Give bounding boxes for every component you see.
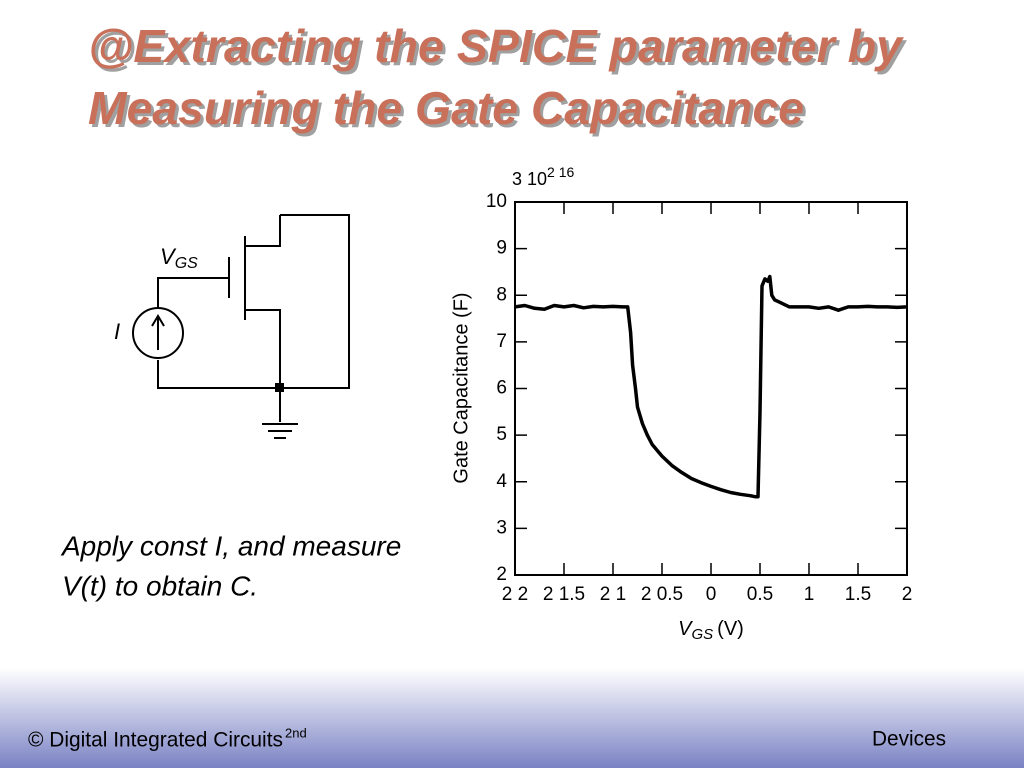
data-line [514,274,908,499]
y-tick-label: 10 [486,191,507,212]
y-tick-label: 2 [496,564,507,585]
x-tick-label: 1 [804,584,815,605]
x-tick-label: 2 1 [600,584,626,605]
x-tick-label: 1.5 [845,584,871,605]
x-tick-label: 2 [902,584,913,605]
vgs-main: V [160,244,177,269]
current-arrow [151,314,165,350]
x-axis-label: VGS (V) [678,618,744,643]
vgs-label: VGS [160,244,198,272]
x-label-sub: GS [691,626,713,643]
footer-band [0,668,1024,768]
y-tick-label: 9 [496,238,507,259]
title-line: @Extracting the SPICE parameter by [88,20,904,72]
node-dot [275,383,284,392]
y-tick-label: 6 [496,378,507,399]
x-label-unit: (V) [717,618,744,640]
x-label-main: V [678,618,693,640]
x-tick-label: 0 [706,584,717,605]
axis-multiplier: 3 102 16 [512,164,575,189]
caption-line: Apply const I, and measure [60,530,401,561]
y-tick-label: 8 [496,284,507,305]
y-tick-label: 7 [496,331,507,352]
title-shadow: @Extracting the SPICE parameter by [91,23,907,75]
footer-sup: 2nd [285,725,307,740]
plot-frame [514,201,908,576]
chart: 3 102 16 Gate Capacitance (F) VGS (V) 2 2… [450,164,912,643]
y-axis-label: Gate Capacitance (F) [450,292,472,483]
multiplier-exponent: 2 16 [547,164,574,180]
y-tick-label: 3 [496,517,507,538]
current-source [132,307,184,359]
caption-line: V(t) to obtain C. [62,570,258,601]
y-tick-label: 4 [496,471,507,492]
title-line: Measuring the Gate Capacitance [88,82,804,134]
current-label: I [114,319,120,344]
x-tick-label: 0.5 [747,584,773,605]
x-tick-label: 2 2 [502,584,528,605]
footer-left: © Digital Integrated Circuits [28,729,283,752]
x-tick-label: 2 0.5 [641,584,683,605]
title-shadow: Measuring the Gate Capacitance [91,85,807,137]
y-tick-label: 5 [496,424,507,445]
circuit-wires [157,214,350,439]
multiplier-base: 3 10 [512,169,547,189]
vgs-sub: GS [175,255,198,272]
circuit: VGS I [114,214,350,439]
footer-right: Devices [872,728,946,751]
x-tick-label: 2 1.5 [543,584,585,605]
